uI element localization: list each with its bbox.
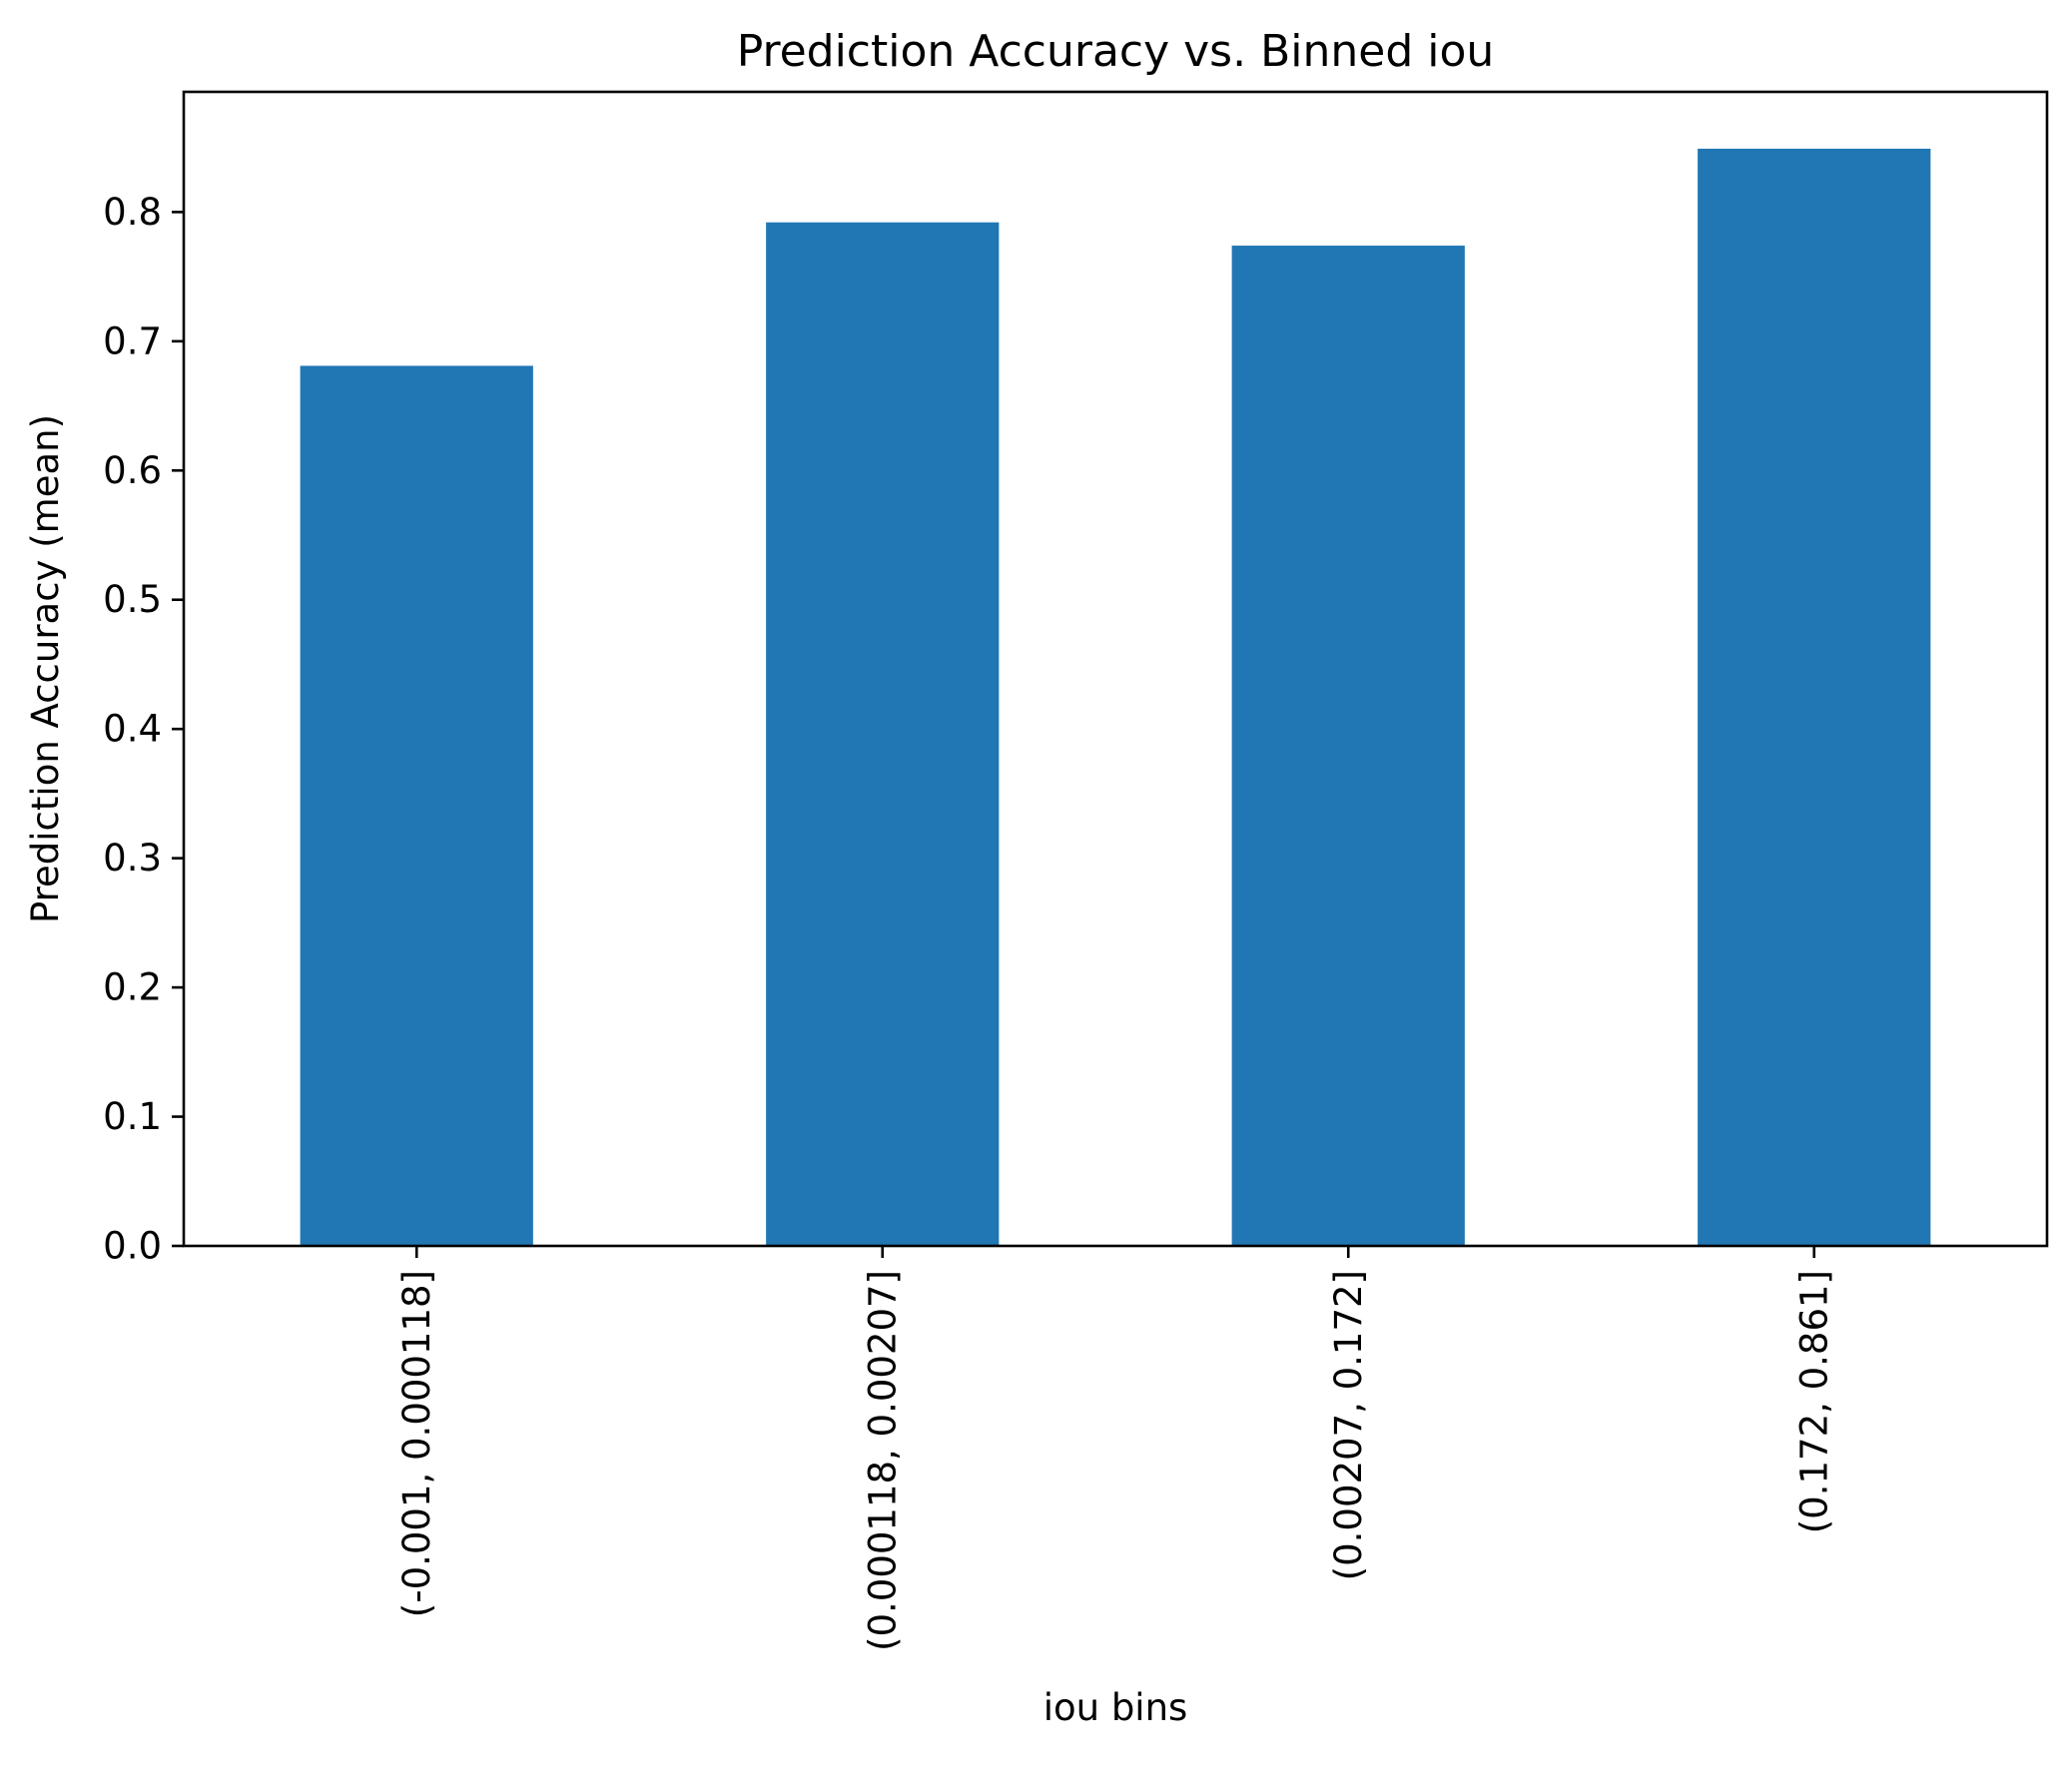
y-tick-label: 0.1 [103, 1095, 162, 1138]
bar [1698, 148, 1931, 1246]
plot-frame [182, 90, 2049, 1248]
x-axis-label: iou bins [1043, 1686, 1188, 1729]
x-axis-ticks: (-0.001, 0.000118] (0.000118, 0.00207] (0.… [395, 1246, 1835, 1651]
y-tick-label: 0.0 [103, 1225, 162, 1268]
chart-title: Prediction Accuracy vs. Binned iou [737, 26, 1495, 77]
x-tick-label: (0.172, 0.861] [1792, 1270, 1835, 1533]
y-axis-label: Prediction Accuracy (mean) [24, 414, 67, 923]
bar [766, 222, 1000, 1246]
x-tick-label: (-0.001, 0.000118] [395, 1270, 438, 1617]
y-tick-label: 0.5 [103, 578, 162, 621]
y-tick-label: 0.8 [103, 191, 162, 234]
bar [300, 365, 533, 1246]
bars-layer [300, 148, 1931, 1247]
y-tick-label: 0.2 [103, 966, 162, 1009]
y-axis-ticks: 0.0 0.1 0.2 0.3 0.4 0.5 0.6 0.7 0.8 [103, 191, 184, 1268]
y-tick-label: 0.6 [103, 449, 162, 492]
y-tick-label: 0.4 [103, 708, 162, 751]
x-tick-label: (0.000118, 0.00207] [861, 1270, 904, 1651]
bar [1231, 246, 1465, 1247]
y-tick-label: 0.3 [103, 837, 162, 880]
y-tick-label: 0.7 [103, 319, 162, 362]
x-tick-label: (0.00207, 0.172] [1327, 1270, 1370, 1580]
